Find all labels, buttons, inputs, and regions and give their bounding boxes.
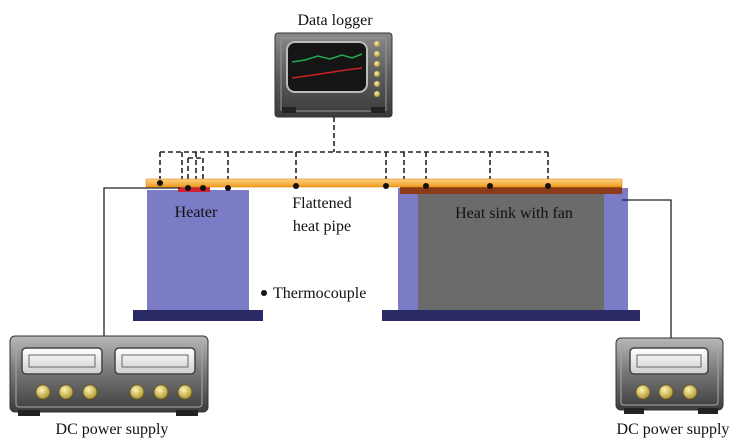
heat-pipe-label-line1: Flattened bbox=[292, 195, 352, 212]
thermocouple-label: Thermocouple bbox=[273, 285, 366, 302]
dc-power-supply-left-label: DC power supply bbox=[56, 421, 169, 438]
heat-sink-top-plate bbox=[400, 184, 622, 194]
heater-block bbox=[133, 184, 263, 321]
thermocouple-point bbox=[545, 183, 551, 189]
psu-left-display-1 bbox=[21, 347, 103, 375]
power-wires bbox=[103, 187, 672, 340]
thermocouple-wires bbox=[159, 117, 549, 187]
thermocouple-point bbox=[383, 183, 389, 189]
heat-pipe-label-line2: heat pipe bbox=[293, 218, 351, 235]
thermocouple-point bbox=[293, 183, 299, 189]
dc-power-supply-right-label: DC power supply bbox=[617, 421, 730, 438]
psu-left-display-2 bbox=[114, 347, 196, 375]
logger-screen bbox=[286, 41, 368, 93]
data-logger-label: Data logger bbox=[297, 12, 373, 29]
thermocouple-point bbox=[200, 185, 206, 191]
heat-sink-base bbox=[382, 310, 640, 321]
dc-power-supply-right bbox=[615, 337, 724, 414]
thermocouple-point bbox=[225, 185, 231, 191]
heater-label: Heater bbox=[175, 204, 218, 221]
thermocouple-points bbox=[157, 180, 551, 191]
thermocouple-point bbox=[487, 183, 493, 189]
heat-sink-block bbox=[382, 184, 640, 321]
heat-sink-label: Heat sink with fan bbox=[455, 205, 573, 222]
heater-base bbox=[133, 310, 263, 321]
thermocouple-point bbox=[185, 185, 191, 191]
thermocouple-point bbox=[423, 183, 429, 189]
psu-right-knobs bbox=[635, 384, 698, 400]
psu-right-display bbox=[629, 347, 709, 375]
thermocouple-point bbox=[157, 180, 163, 186]
psu-left-knobs bbox=[35, 384, 193, 400]
thermocouple-legend-dot bbox=[261, 290, 267, 296]
logger-trace-red bbox=[291, 67, 363, 79]
logger-trace-green bbox=[291, 53, 363, 63]
logger-knobs bbox=[374, 41, 380, 97]
heat-sink-body bbox=[418, 192, 604, 310]
data-logger bbox=[274, 32, 393, 118]
dc-power-supply-left bbox=[9, 335, 209, 416]
heater-pad bbox=[178, 184, 210, 192]
